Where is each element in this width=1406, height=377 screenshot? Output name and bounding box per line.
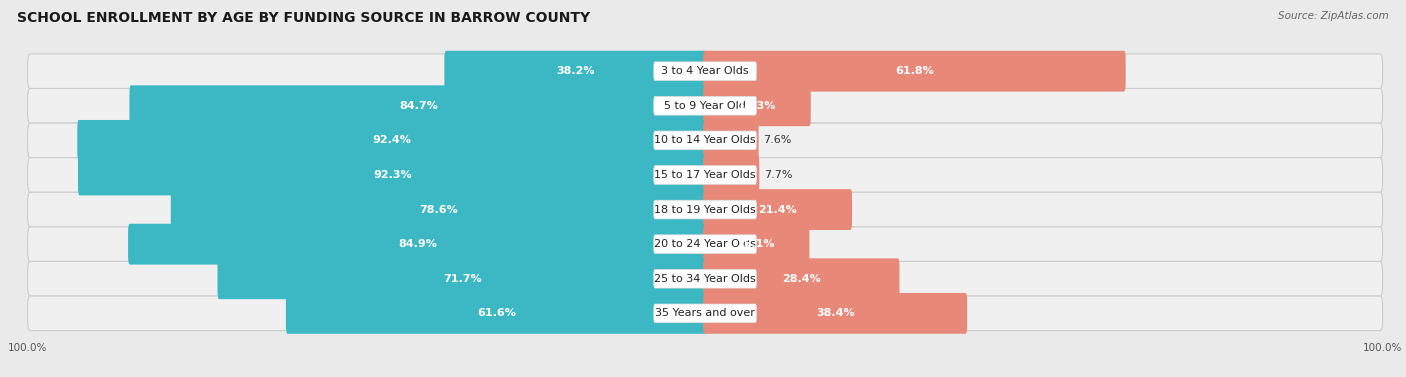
Text: 7.7%: 7.7% — [763, 170, 793, 180]
FancyBboxPatch shape — [703, 258, 900, 299]
Text: 15 to 17 Year Olds: 15 to 17 Year Olds — [654, 170, 756, 180]
FancyBboxPatch shape — [703, 293, 967, 334]
FancyBboxPatch shape — [654, 304, 756, 323]
FancyBboxPatch shape — [654, 166, 756, 184]
Text: 21.4%: 21.4% — [758, 205, 797, 215]
FancyBboxPatch shape — [28, 227, 1382, 262]
Text: 5 to 9 Year Old: 5 to 9 Year Old — [664, 101, 747, 111]
FancyBboxPatch shape — [218, 258, 707, 299]
FancyBboxPatch shape — [654, 131, 756, 150]
Text: 28.4%: 28.4% — [782, 274, 821, 284]
Text: 25 to 34 Year Olds: 25 to 34 Year Olds — [654, 274, 756, 284]
Text: Source: ZipAtlas.com: Source: ZipAtlas.com — [1278, 11, 1389, 21]
FancyBboxPatch shape — [654, 200, 756, 219]
Text: 38.2%: 38.2% — [557, 66, 595, 76]
FancyBboxPatch shape — [77, 120, 707, 161]
Text: 35 Years and over: 35 Years and over — [655, 308, 755, 318]
FancyBboxPatch shape — [703, 224, 810, 265]
Text: SCHOOL ENROLLMENT BY AGE BY FUNDING SOURCE IN BARROW COUNTY: SCHOOL ENROLLMENT BY AGE BY FUNDING SOUR… — [17, 11, 591, 25]
FancyBboxPatch shape — [28, 123, 1382, 158]
Text: 10 to 14 Year Olds: 10 to 14 Year Olds — [654, 135, 756, 146]
FancyBboxPatch shape — [129, 85, 707, 126]
FancyBboxPatch shape — [170, 189, 707, 230]
FancyBboxPatch shape — [703, 51, 1126, 92]
Text: 92.4%: 92.4% — [373, 135, 412, 146]
Text: 92.3%: 92.3% — [373, 170, 412, 180]
FancyBboxPatch shape — [703, 155, 759, 195]
Text: 84.9%: 84.9% — [398, 239, 437, 249]
Legend: Public School, Private School: Public School, Private School — [595, 375, 815, 377]
Text: 7.6%: 7.6% — [763, 135, 792, 146]
FancyBboxPatch shape — [285, 293, 707, 334]
Text: 20 to 24 Year Olds: 20 to 24 Year Olds — [654, 239, 756, 249]
FancyBboxPatch shape — [703, 120, 759, 161]
FancyBboxPatch shape — [444, 51, 707, 92]
FancyBboxPatch shape — [654, 270, 756, 288]
FancyBboxPatch shape — [28, 192, 1382, 227]
FancyBboxPatch shape — [703, 85, 811, 126]
Text: 61.8%: 61.8% — [896, 66, 934, 76]
Text: 78.6%: 78.6% — [419, 205, 458, 215]
FancyBboxPatch shape — [77, 155, 707, 195]
FancyBboxPatch shape — [703, 189, 852, 230]
Text: 15.1%: 15.1% — [737, 239, 776, 249]
Text: 15.3%: 15.3% — [738, 101, 776, 111]
FancyBboxPatch shape — [28, 262, 1382, 296]
Text: 3 to 4 Year Olds: 3 to 4 Year Olds — [661, 66, 749, 76]
FancyBboxPatch shape — [654, 235, 756, 253]
FancyBboxPatch shape — [654, 62, 756, 81]
Text: 18 to 19 Year Olds: 18 to 19 Year Olds — [654, 205, 756, 215]
Text: 61.6%: 61.6% — [477, 308, 516, 318]
FancyBboxPatch shape — [28, 296, 1382, 331]
Text: 84.7%: 84.7% — [399, 101, 437, 111]
FancyBboxPatch shape — [128, 224, 707, 265]
Text: 71.7%: 71.7% — [443, 274, 482, 284]
FancyBboxPatch shape — [28, 158, 1382, 192]
FancyBboxPatch shape — [28, 54, 1382, 89]
Text: 38.4%: 38.4% — [815, 308, 855, 318]
FancyBboxPatch shape — [28, 89, 1382, 123]
FancyBboxPatch shape — [654, 97, 756, 115]
